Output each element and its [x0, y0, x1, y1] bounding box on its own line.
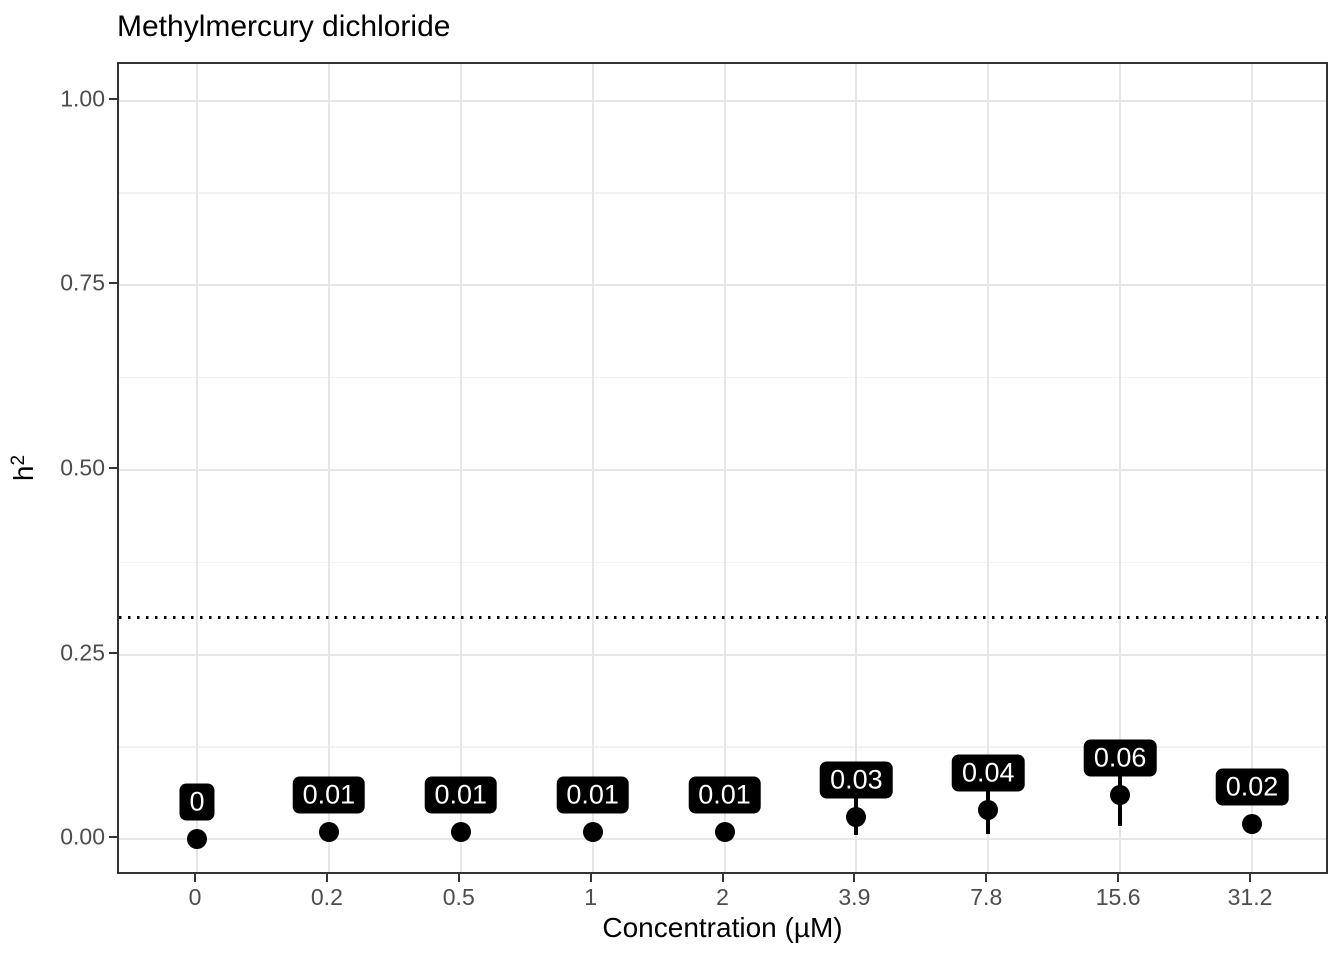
- x-axis-tick-label: 31.2: [1227, 884, 1273, 910]
- x-axis-tick: [853, 874, 856, 882]
- x-axis-tick: [1249, 874, 1251, 882]
- x-axis-tick: [589, 874, 592, 882]
- x-axis-tick-label: 15.6: [1095, 884, 1141, 910]
- data-point: [714, 821, 735, 842]
- gridline-major-vertical: [327, 64, 330, 872]
- y-axis-tick: [109, 97, 117, 100]
- gridline-major-horizontal: [119, 469, 1326, 471]
- data-point: [582, 821, 603, 842]
- gridline-major-vertical: [196, 64, 198, 872]
- x-axis-tick: [194, 874, 196, 882]
- plot-panel: 0 0.01 0.01 0.01 0.01 0.03 0.04 0.06 0.02: [117, 62, 1328, 874]
- point-value-label: 0.06: [1083, 739, 1157, 777]
- x-axis-tick-label: 2: [716, 884, 729, 910]
- x-axis-tick: [457, 874, 460, 882]
- point-value-label: 0.04: [951, 754, 1025, 792]
- gridline-major-vertical: [1251, 64, 1253, 872]
- x-axis-tick-label: 1: [584, 884, 598, 910]
- x-axis-tick-label: 7.8: [970, 884, 1003, 910]
- gridline-major-vertical: [987, 64, 990, 872]
- y-axis-title-exponent: 2: [8, 454, 29, 466]
- y-axis-tick: [109, 651, 117, 654]
- point-value-label: 0.03: [820, 761, 893, 799]
- gridline-major-vertical: [459, 64, 462, 872]
- gridline-major-horizontal: [119, 653, 1326, 656]
- x-axis-tick: [325, 874, 328, 882]
- gridline-minor-horizontal: [119, 192, 1326, 194]
- gridline-minor-horizontal: [119, 376, 1326, 379]
- x-axis-tick-label: 0: [188, 884, 202, 910]
- y-axis-tick: [109, 467, 117, 469]
- gridline-minor-horizontal: [119, 746, 1326, 748]
- y-axis-tick-label: 0.00: [60, 823, 105, 850]
- y-axis-tick-label: 0.75: [60, 269, 105, 296]
- point-value-label: 0.01: [292, 776, 366, 814]
- gridline-major-vertical: [591, 64, 594, 872]
- y-axis-tick: [109, 282, 117, 285]
- y-axis-tick: [109, 836, 117, 839]
- x-axis-tick-label: 3.9: [838, 884, 871, 910]
- data-point: [846, 806, 867, 827]
- y-axis-tick-label: 1.00: [60, 85, 105, 112]
- data-point: [978, 799, 999, 820]
- x-axis-title: Concentration (µM): [602, 912, 843, 943]
- x-axis-tick: [1117, 874, 1120, 882]
- gridline-major-horizontal: [119, 284, 1326, 287]
- point-value-label: 0.01: [424, 776, 498, 814]
- x-axis-tick-label: 0.5: [442, 884, 475, 910]
- y-axis-tick-label: 0.50: [60, 454, 105, 481]
- y-axis-tick-label: 0.25: [60, 639, 105, 666]
- point-value-label: 0.01: [556, 776, 629, 814]
- x-axis-tick: [721, 874, 724, 882]
- data-point: [1110, 784, 1131, 805]
- gridline-major-vertical: [1119, 64, 1122, 872]
- reference-dotted-line: [119, 616, 1326, 619]
- gridline-major-vertical: [723, 64, 726, 872]
- data-point: [1242, 814, 1262, 835]
- x-axis-tick: [985, 874, 988, 882]
- point-value-label: 0.01: [688, 776, 761, 814]
- gridline-minor-horizontal: [119, 561, 1326, 564]
- gridline-major-vertical: [855, 64, 858, 872]
- data-point: [187, 829, 207, 850]
- data-point: [450, 821, 471, 842]
- chart-title: Methylmercury dichloride: [117, 10, 451, 43]
- data-point: [318, 821, 339, 842]
- gridline-major-horizontal: [119, 99, 1326, 102]
- point-value-label: 0.02: [1215, 768, 1289, 806]
- point-value-label: 0: [179, 783, 215, 821]
- x-axis-tick-label: 0.2: [310, 884, 343, 910]
